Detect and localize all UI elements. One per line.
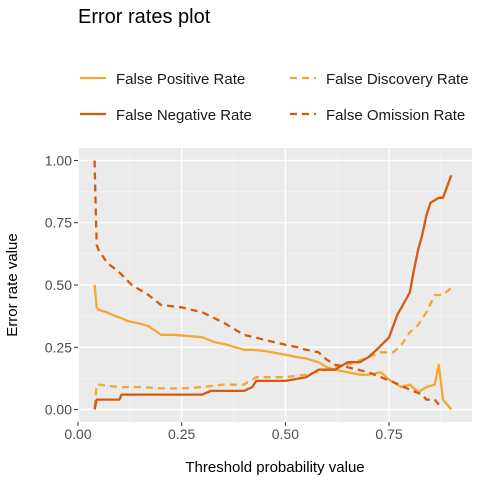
y-tick-label: 0.00 bbox=[45, 402, 72, 418]
legend-label: False Discovery Rate bbox=[326, 71, 469, 88]
series-line-3 bbox=[93, 160, 440, 406]
legend-label: False Positive Rate bbox=[116, 71, 245, 88]
y-tick-label: 0.50 bbox=[45, 277, 72, 293]
series-layer bbox=[93, 160, 453, 411]
legend-label: False Omission Rate bbox=[326, 107, 465, 124]
y-axis-title: Error rate value bbox=[4, 233, 21, 336]
series-line-2 bbox=[93, 175, 453, 410]
x-tick-label: 0.25 bbox=[168, 426, 195, 442]
series-line-1 bbox=[93, 286, 453, 408]
legend: False Positive Rate False Negative Rate Fa… bbox=[80, 71, 469, 124]
y-tick-label: 0.75 bbox=[45, 215, 72, 231]
x-tick-label: 0.00 bbox=[64, 426, 91, 442]
grid-major bbox=[77, 148, 472, 422]
x-axis-title: Threshold probability value bbox=[185, 459, 364, 476]
y-tick-label: 1.00 bbox=[45, 152, 72, 168]
y-tick-label: 0.25 bbox=[45, 339, 72, 355]
series-line-0 bbox=[93, 284, 453, 411]
x-tick-label: 0.50 bbox=[272, 426, 299, 442]
x-axis: 0.00 0.25 0.50 0.75 bbox=[64, 422, 403, 442]
y-axis: 0.00 0.25 0.50 0.75 1.00 bbox=[45, 152, 78, 418]
x-tick-label: 0.75 bbox=[375, 426, 402, 442]
legend-label: False Negative Rate bbox=[116, 107, 252, 124]
chart-title: Error rates plot bbox=[78, 6, 211, 28]
